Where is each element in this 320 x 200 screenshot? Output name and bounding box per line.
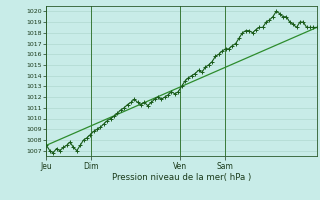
X-axis label: Pression niveau de la mer( hPa ): Pression niveau de la mer( hPa ) bbox=[112, 173, 251, 182]
